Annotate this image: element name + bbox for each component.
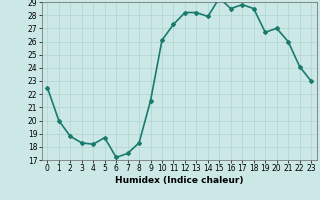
X-axis label: Humidex (Indice chaleur): Humidex (Indice chaleur): [115, 176, 244, 185]
